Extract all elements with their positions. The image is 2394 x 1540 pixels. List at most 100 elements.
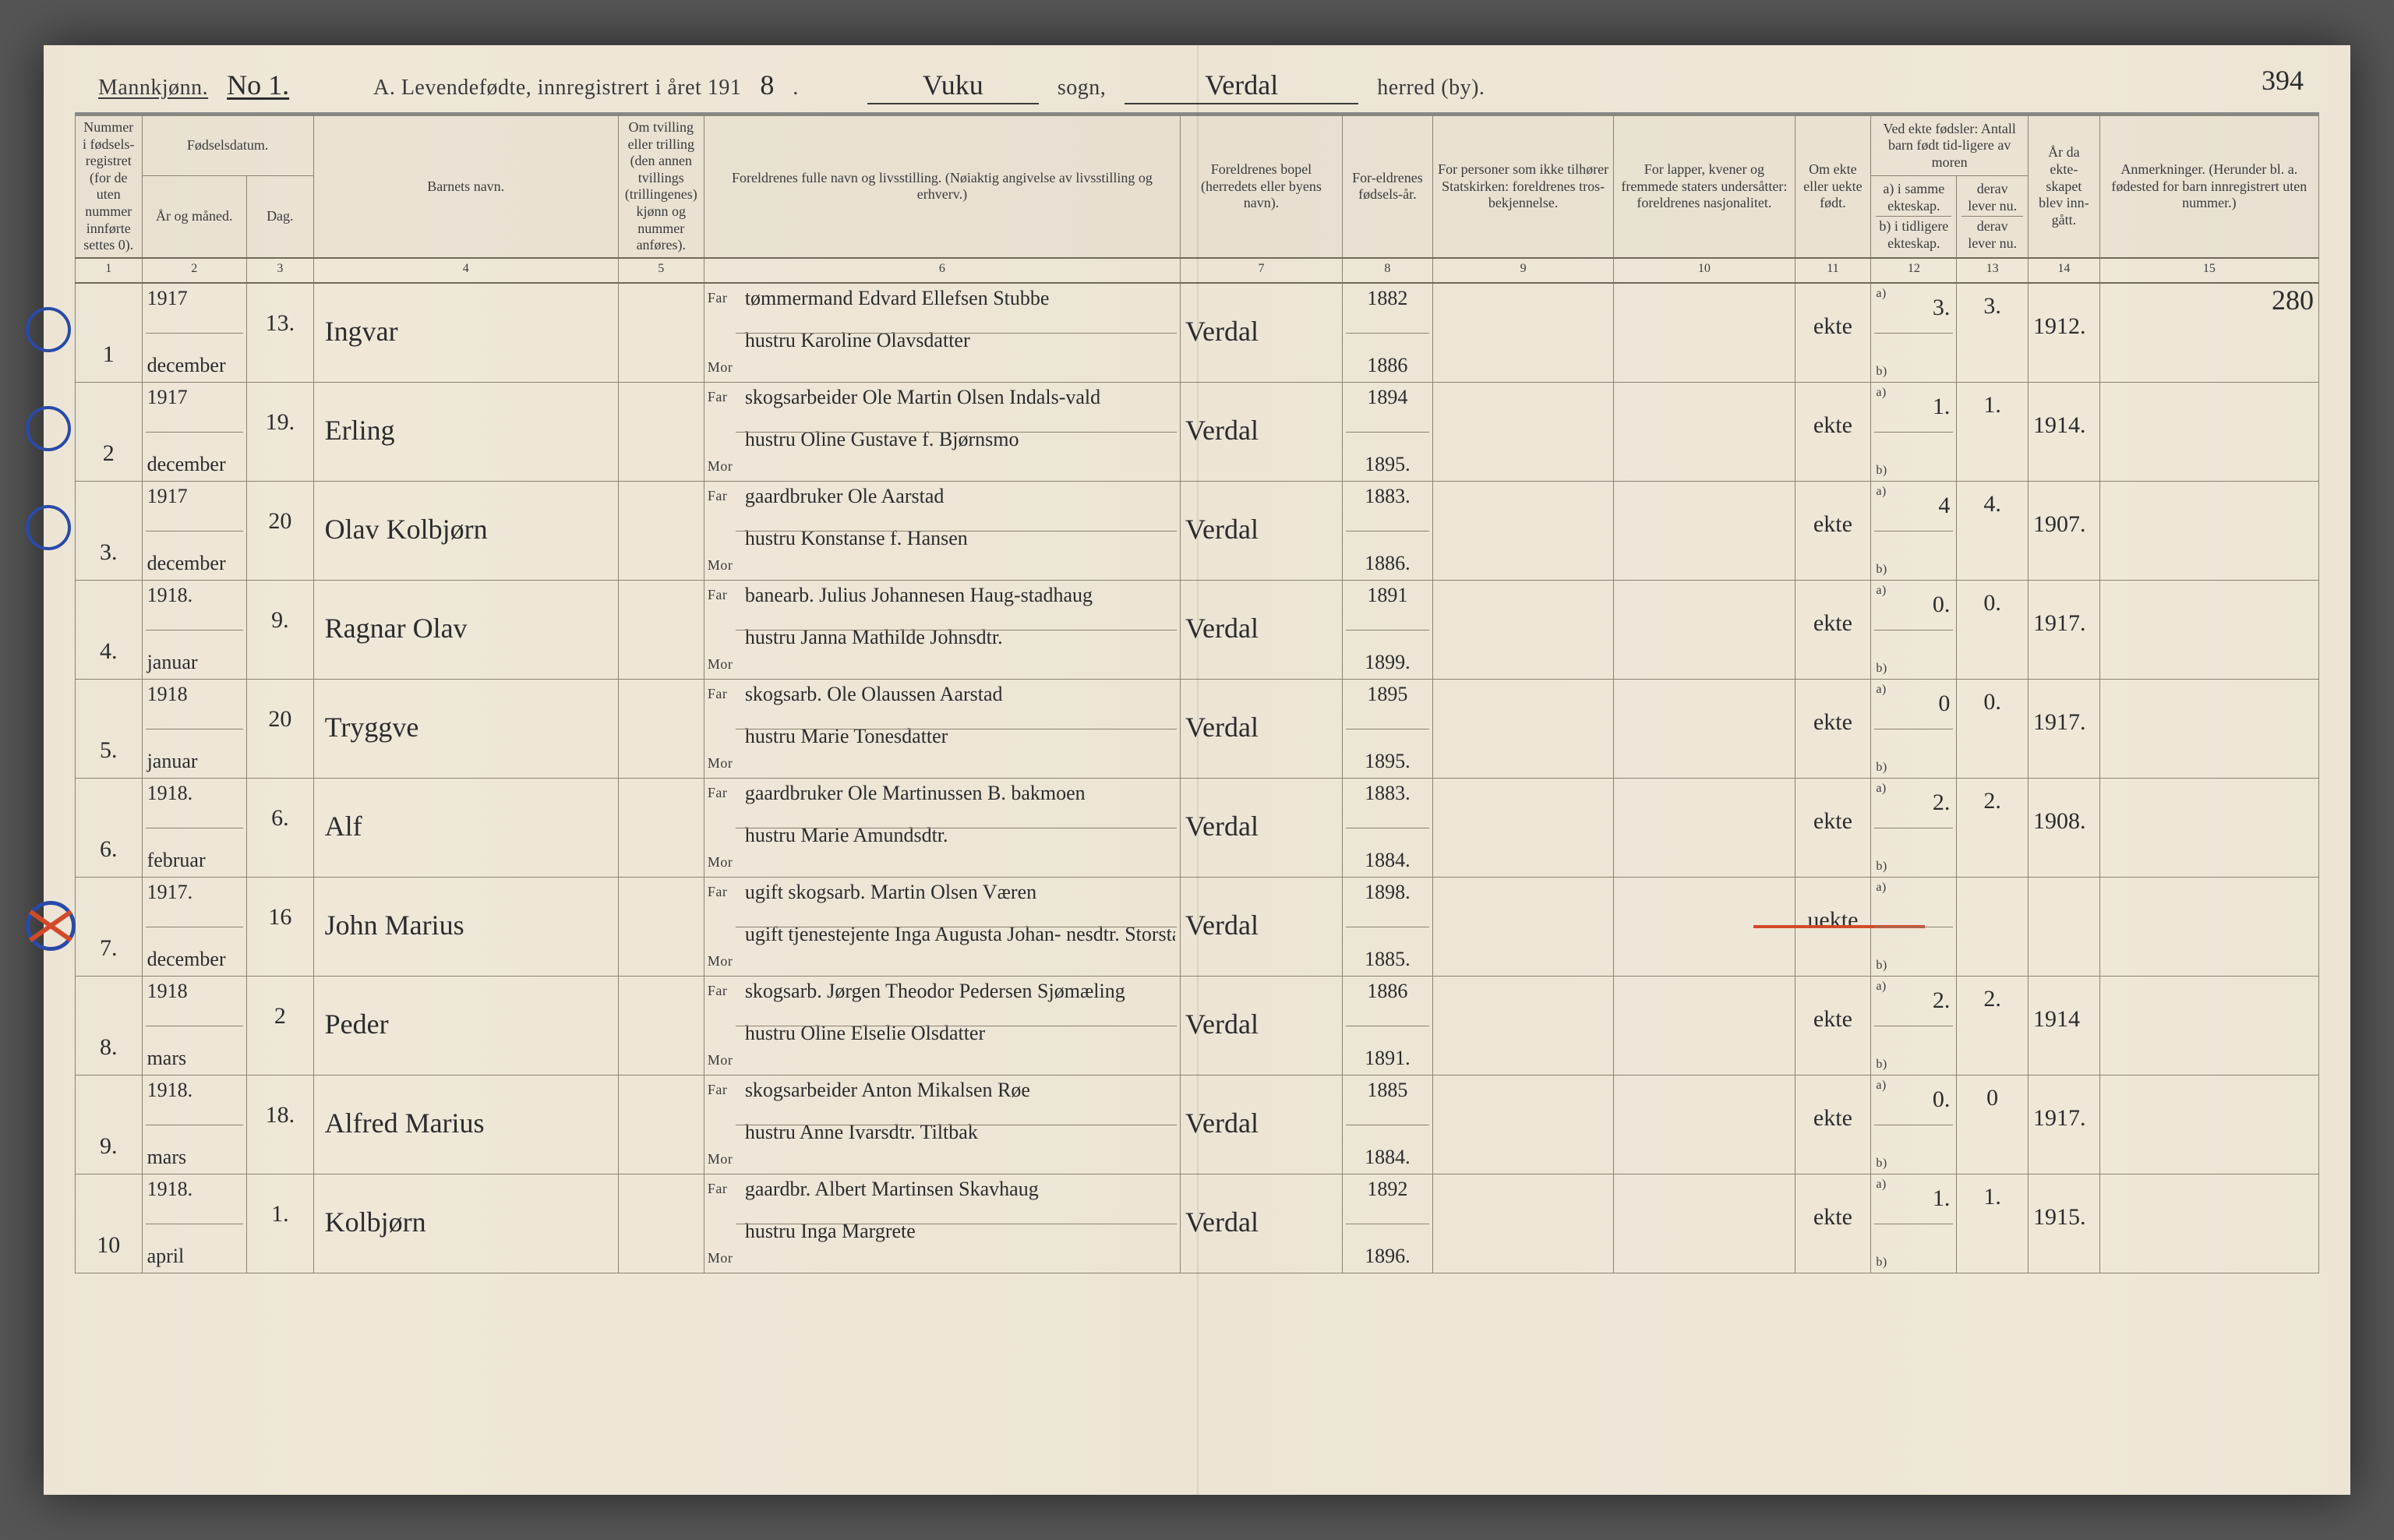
cell-religion: [1432, 1075, 1613, 1174]
cell-child-name: Tryggve: [313, 679, 618, 778]
father-name: gaardbr. Albert Martinsen Skavhaug: [709, 1178, 1175, 1201]
far-label: Far: [708, 884, 728, 900]
prior-children-a: 0.: [1933, 592, 1951, 618]
residence: Verdal: [1185, 811, 1259, 842]
cell-child-name: Alfred Marius: [313, 1075, 618, 1174]
row-number: 6.: [76, 836, 142, 863]
col-2-header-top: Fødselsdatum.: [142, 116, 313, 176]
cell-marriage-year: 1908.: [2029, 778, 2100, 877]
cell-year-month: 1918 mars: [142, 976, 246, 1075]
title-prefix: A. Levendefødte, innregistrert i året 19…: [373, 76, 741, 101]
col-1-header: Nummer i fødsels-registret (for de uten …: [76, 116, 143, 258]
sheet-number: No 1.: [227, 69, 289, 101]
cell-child-name: Ingvar: [313, 283, 618, 383]
cell-parent-years: 1895 1895.: [1342, 679, 1432, 778]
b-label: b): [1876, 1256, 1887, 1270]
cell-divider: [736, 531, 1177, 532]
father-birth-year: 1886: [1347, 980, 1428, 1003]
blue-circle-mark: [26, 406, 71, 451]
cell-parents: Far skogsarb. Jørgen Theodor Pedersen Sj…: [704, 976, 1180, 1075]
cell-remarks: [2099, 778, 2318, 877]
cell-parents: Far ugift skogsarb. Martin Olsen Væren M…: [704, 877, 1180, 976]
cell-year-month: 1917 december: [142, 283, 246, 383]
mother-birth-year: 1885.: [1347, 948, 1428, 971]
cell-nationality: [1614, 481, 1795, 580]
cell-day: 13.: [247, 283, 314, 383]
cell-child-name: Erling: [313, 382, 618, 481]
register-page: 394 Mannkjønn. No 1. A. Levendefødte, in…: [44, 45, 2350, 1495]
cell-marriage-year: 1914: [2029, 976, 2100, 1075]
cell-twin: [618, 382, 704, 481]
blue-circle-red-x-mark: [26, 901, 76, 951]
birth-month: januar: [147, 750, 242, 773]
cell-nationality: [1614, 1075, 1795, 1174]
sogn-value: Vuku: [867, 69, 1039, 104]
legitimacy: ekte: [1813, 610, 1852, 636]
cell-nationality: [1614, 1174, 1795, 1273]
cell-year-month: 1918. april: [142, 1174, 246, 1273]
cell-marriage-year: [2029, 877, 2100, 976]
cell-religion: [1432, 481, 1613, 580]
cell-child-name: John Marius: [313, 877, 618, 976]
blue-circle-mark: [26, 307, 71, 352]
mother-birth-year: 1884.: [1347, 1146, 1428, 1169]
child-name: John Marius: [325, 910, 464, 941]
table-row: 9. 1918. mars 18. Alfred Marius Far skog…: [76, 1075, 2319, 1174]
father-name: tømmermand Edvard Ellefsen Stubbe: [709, 287, 1175, 310]
cell-year-month: 1918. januar: [142, 580, 246, 679]
table-row: 10 1918. april 1. Kolbjørn Far gaardbr. …: [76, 1174, 2319, 1273]
cell-prior-children: a) 4 b): [1871, 481, 1957, 580]
cell-day: 20: [247, 679, 314, 778]
father-birth-year: 1883.: [1347, 782, 1428, 805]
cell-child-name: Peder: [313, 976, 618, 1075]
residence: Verdal: [1185, 514, 1259, 545]
cell-prior-children: a) 1. b): [1871, 1174, 1957, 1273]
col-11-header: Om ekte eller uekte født.: [1795, 116, 1871, 258]
col-2b-header: Dag.: [247, 175, 314, 257]
residence: Verdal: [1185, 613, 1259, 644]
colnum: 3: [247, 258, 314, 283]
far-label: Far: [708, 488, 728, 504]
prior-children-a: 3.: [1933, 295, 1951, 321]
cell-nationality: [1614, 976, 1795, 1075]
residence: Verdal: [1185, 1206, 1259, 1238]
margin-mark: [26, 307, 66, 348]
birth-day: 1.: [271, 1201, 289, 1227]
child-name: Ragnar Olav: [325, 613, 468, 644]
birth-year: 1918.: [147, 782, 242, 805]
birth-month: december: [147, 453, 242, 476]
b-label: b): [1876, 1157, 1887, 1171]
col-12a-header: a) i samme ekteskap. b) i tidligere ekte…: [1871, 175, 1957, 257]
prior-children-a: 1.: [1933, 394, 1951, 420]
father-name: skogsarbeider Anton Mikalsen Røe: [709, 1079, 1175, 1102]
legitimacy: ekte: [1813, 808, 1852, 834]
child-name: Kolbjørn: [325, 1206, 426, 1238]
cell-day: 16: [247, 877, 314, 976]
cell-number: 6.: [76, 778, 143, 877]
residence: Verdal: [1185, 712, 1259, 743]
cell-living: 4.: [1957, 481, 2029, 580]
col-15-header: Anmerkninger. (Herunder bl. a. fødested …: [2099, 116, 2318, 258]
prior-children-a: 2.: [1933, 789, 1951, 816]
mor-label: Mor: [708, 557, 733, 574]
birth-year: 1917: [147, 485, 242, 508]
cell-child-name: Alf: [313, 778, 618, 877]
cell-living: 2.: [1957, 778, 2029, 877]
father-name: banearb. Julius Johannesen Haug-stadhaug: [709, 584, 1175, 607]
cell-day: 1.: [247, 1174, 314, 1273]
cell-child-name: Kolbjørn: [313, 1174, 618, 1273]
mother-birth-year: 1884.: [1347, 849, 1428, 872]
table-row: 5. 1918 januar 20 Tryggve Far skogsarb. …: [76, 679, 2319, 778]
mor-label: Mor: [708, 1151, 733, 1167]
colnum: 4: [313, 258, 618, 283]
father-name: skogsarb. Ole Olaussen Aarstad: [709, 683, 1175, 706]
a-label: a): [1876, 980, 1886, 994]
cell-prior-children: a) 0 b): [1871, 679, 1957, 778]
cell-divider: [1874, 333, 1953, 334]
title-period: .: [793, 76, 799, 101]
cell-legitimacy: ekte: [1795, 778, 1871, 877]
mor-label: Mor: [708, 953, 733, 970]
cell-divider: [1346, 531, 1429, 532]
mor-label: Mor: [708, 1250, 733, 1266]
cell-divider: [1346, 333, 1429, 334]
